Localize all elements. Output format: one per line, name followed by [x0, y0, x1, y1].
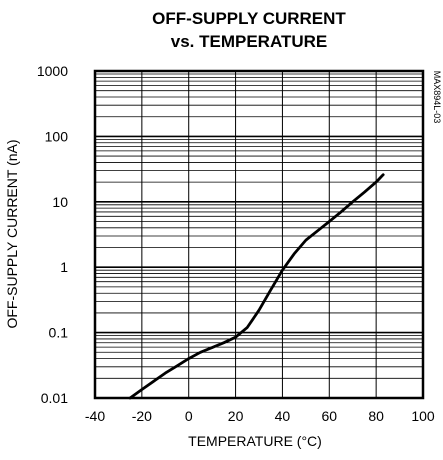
y-tick-label: 100 — [45, 128, 69, 144]
y-tick-label: 0.1 — [49, 325, 69, 341]
x-tick-label: -20 — [132, 408, 152, 424]
grid — [95, 71, 423, 398]
series-line — [128, 173, 385, 400]
x-tick-label: -40 — [85, 408, 105, 424]
y-tick-labels: 0.01 0.1 1 10 100 1000 — [37, 63, 68, 406]
y-tick-label: 1 — [60, 259, 68, 275]
line-layer — [128, 173, 385, 400]
x-tick-label: 100 — [411, 408, 435, 424]
y-tick-label: 1000 — [37, 63, 68, 79]
x-tick-label: 60 — [321, 408, 337, 424]
y-tick-label: 0.01 — [41, 390, 68, 406]
x-axis-label: TEMPERATURE (°C) — [188, 433, 322, 449]
y-axis-label: OFF-SUPPLY CURRENT (nA) — [4, 139, 20, 328]
x-tick-label: 20 — [228, 408, 244, 424]
plot-frame — [93, 69, 425, 400]
x-tick-labels: -40 -20 0 20 40 60 80 100 — [85, 408, 435, 424]
chart-title-line1: OFF-SUPPLY CURRENT — [152, 9, 346, 28]
part-code-label: MAX894L-03 — [432, 71, 442, 124]
y-tick-label: 10 — [52, 194, 68, 210]
x-tick-label: 0 — [185, 408, 193, 424]
x-tick-label: 80 — [368, 408, 384, 424]
chart-title-line2: vs. TEMPERATURE — [171, 32, 328, 51]
x-tick-label: 40 — [275, 408, 291, 424]
